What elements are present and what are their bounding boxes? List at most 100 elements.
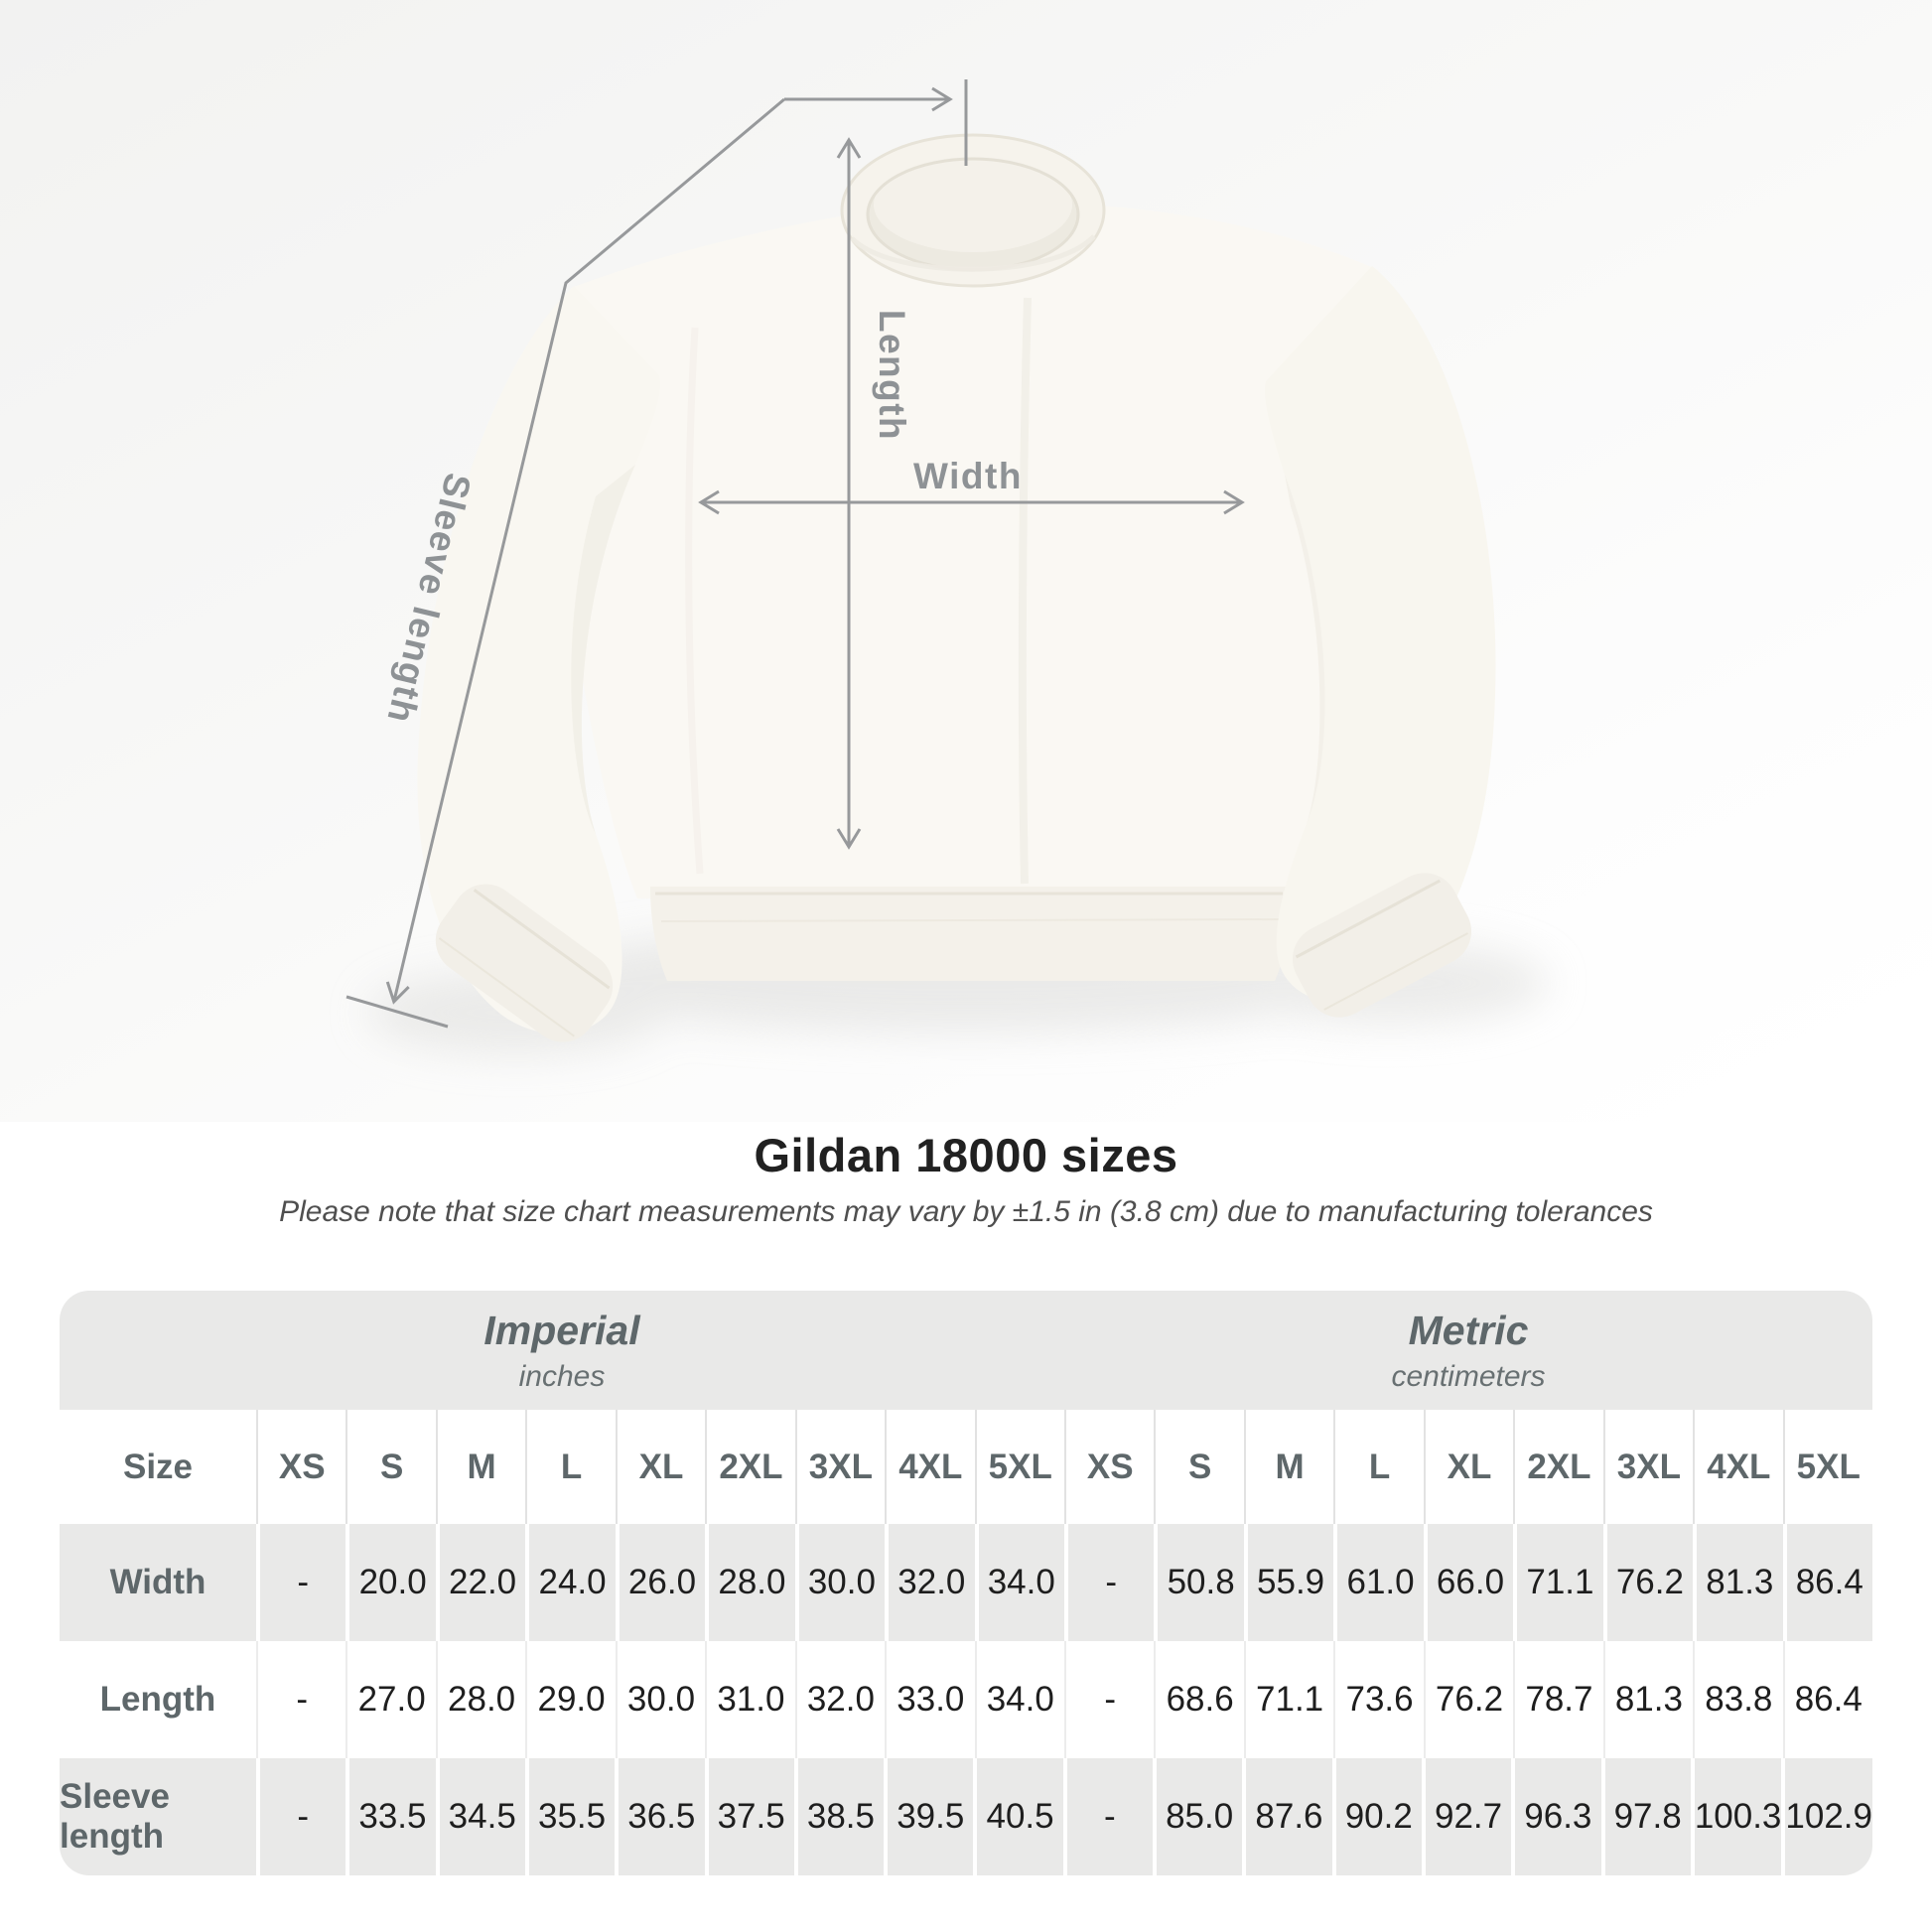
sleeve-length-line [385, 97, 785, 1005]
imperial-group-header: Imperial inches [60, 1291, 1064, 1410]
table-cell: 29.0 [525, 1641, 615, 1758]
table-cell: 81.3 [1602, 1641, 1693, 1758]
column-header-m: M [1243, 1410, 1333, 1524]
column-header-xl: XL [615, 1410, 705, 1524]
collar [840, 133, 1106, 288]
table-cell: 32.0 [794, 1641, 885, 1758]
table-cell: 26.0 [615, 1524, 705, 1641]
column-header-2xl: 2XL [705, 1410, 794, 1524]
table-cell: 71.1 [1243, 1641, 1333, 1758]
row-label: Sleeve length [60, 1777, 170, 1856]
table-cell: - [256, 1641, 345, 1758]
table-row-sleeve-length: Sleeve length -33.5 34.5 35.5 36.5 37.5 38.5 39… [60, 1758, 1872, 1875]
table-cell: 34.0 [974, 1524, 1064, 1641]
table-cell: 33.0 [885, 1641, 974, 1758]
table-cell: 37.5 [704, 1758, 794, 1875]
table-cell: 96.3 [1511, 1758, 1600, 1875]
sweatshirt-image [417, 133, 1496, 1042]
column-header-5xl: 5XL [1782, 1410, 1872, 1524]
table-cell: 86.4 [1782, 1641, 1872, 1758]
table-cell: 78.7 [1513, 1641, 1602, 1758]
table-cell: 87.6 [1242, 1758, 1331, 1875]
table-cell: 73.6 [1333, 1641, 1423, 1758]
page-title: Gildan 18000 sizes [754, 1129, 1178, 1181]
table-cell: 24.0 [525, 1524, 615, 1641]
column-header-s: S [345, 1410, 435, 1524]
table-cell: 28.0 [705, 1524, 794, 1641]
row-label: Length [99, 1680, 216, 1719]
column-header-4xl: 4XL [885, 1410, 974, 1524]
column-header-l: L [1333, 1410, 1423, 1524]
garment-svg: Length Width Sleeve length [0, 0, 1932, 1122]
table-cell: 76.2 [1423, 1641, 1513, 1758]
metric-group-header: Metric centimeters [1064, 1291, 1872, 1410]
size-header-row: Size XS S M L XL 2XL 3XL 4XL 5XL XS S M L XL 2XL 3XL 4XL… [60, 1410, 1872, 1524]
table-cell: 40.5 [973, 1758, 1062, 1875]
product-measurement-diagram: Length Width Sleeve length [0, 0, 1932, 1122]
table-cell: 66.0 [1423, 1524, 1513, 1641]
row-label: Width [109, 1563, 207, 1601]
table-row-width: Width -20.0 22.0 24.0 26.0 28.0 30.0 32.0 34.0-5… [60, 1524, 1872, 1641]
table-cell: 71.1 [1513, 1524, 1602, 1641]
table-row-length: Length -27.0 28.0 29.0 30.0 31.0 32.0 33.0 34.0-… [60, 1641, 1872, 1758]
table-cell: 39.5 [884, 1758, 973, 1875]
metric-unit-label: centimeters [1391, 1359, 1546, 1393]
table-cell: 22.0 [435, 1524, 525, 1641]
table-cell: - [256, 1524, 345, 1641]
measurement-lines [345, 79, 1245, 1029]
table-cell: 36.5 [615, 1758, 704, 1875]
size-column-header: Size [122, 1447, 194, 1486]
column-header-3xl: 3XL [794, 1410, 885, 1524]
table-cell: 30.0 [615, 1641, 705, 1758]
table-cell: 50.8 [1154, 1524, 1243, 1641]
column-header-3xl: 3XL [1602, 1410, 1693, 1524]
unit-group-band: Imperial inches Metric centimeters [60, 1291, 1872, 1410]
column-header-4xl: 4XL [1693, 1410, 1782, 1524]
table-cell: - [1062, 1758, 1153, 1875]
table-cell: 76.2 [1602, 1524, 1693, 1641]
tolerance-note: Please note that size chart measurements… [279, 1195, 1653, 1228]
table-cell: 61.0 [1333, 1524, 1423, 1641]
table-cell: 20.0 [345, 1524, 435, 1641]
table-cell: 33.5 [345, 1758, 435, 1875]
table-cell: 100.3 [1690, 1758, 1781, 1875]
table-cell: - [1063, 1524, 1154, 1641]
table-cell: 97.8 [1600, 1758, 1691, 1875]
table-cell: 90.2 [1331, 1758, 1422, 1875]
table-cell: 34.0 [974, 1641, 1064, 1758]
table-cell: - [1063, 1641, 1154, 1758]
table-cell: 30.0 [794, 1524, 885, 1641]
table-cell: 34.5 [435, 1758, 525, 1875]
column-header-2xl: 2XL [1513, 1410, 1602, 1524]
table-cell: 55.9 [1243, 1524, 1333, 1641]
table-cell: 83.8 [1693, 1641, 1782, 1758]
table-cell: 35.5 [524, 1758, 615, 1875]
table-cell: 32.0 [885, 1524, 974, 1641]
table-cell: 31.0 [705, 1641, 794, 1758]
column-header-5xl: 5XL [974, 1410, 1064, 1524]
table-body: Width -20.0 22.0 24.0 26.0 28.0 30.0 32.0 34.0-5… [60, 1524, 1872, 1875]
column-header-l: L [525, 1410, 615, 1524]
table-cell: 92.7 [1421, 1758, 1511, 1875]
column-header-xl: XL [1423, 1410, 1513, 1524]
table-cell: 102.9 [1781, 1758, 1872, 1875]
table-cell: 85.0 [1153, 1758, 1242, 1875]
sleeve-end-tick [345, 995, 449, 1029]
column-header-xs: XS [256, 1410, 345, 1524]
size-table: Imperial inches Metric centimeters Size … [60, 1291, 1872, 1875]
column-header-m: M [435, 1410, 525, 1524]
column-header-xs: XS [1063, 1410, 1154, 1524]
imperial-label: Imperial [483, 1307, 640, 1353]
table-cell: 68.6 [1154, 1641, 1243, 1758]
table-cell: 86.4 [1782, 1524, 1872, 1641]
table-cell: 28.0 [435, 1641, 525, 1758]
table-cell: 81.3 [1693, 1524, 1782, 1641]
table-cell: 38.5 [793, 1758, 884, 1875]
imperial-unit-label: inches [518, 1359, 606, 1393]
column-header-s: S [1154, 1410, 1243, 1524]
width-label: Width [913, 456, 1023, 496]
length-label: Length [872, 310, 912, 441]
table-cell: - [256, 1758, 345, 1875]
metric-label: Metric [1408, 1307, 1529, 1353]
table-cell: 27.0 [345, 1641, 435, 1758]
